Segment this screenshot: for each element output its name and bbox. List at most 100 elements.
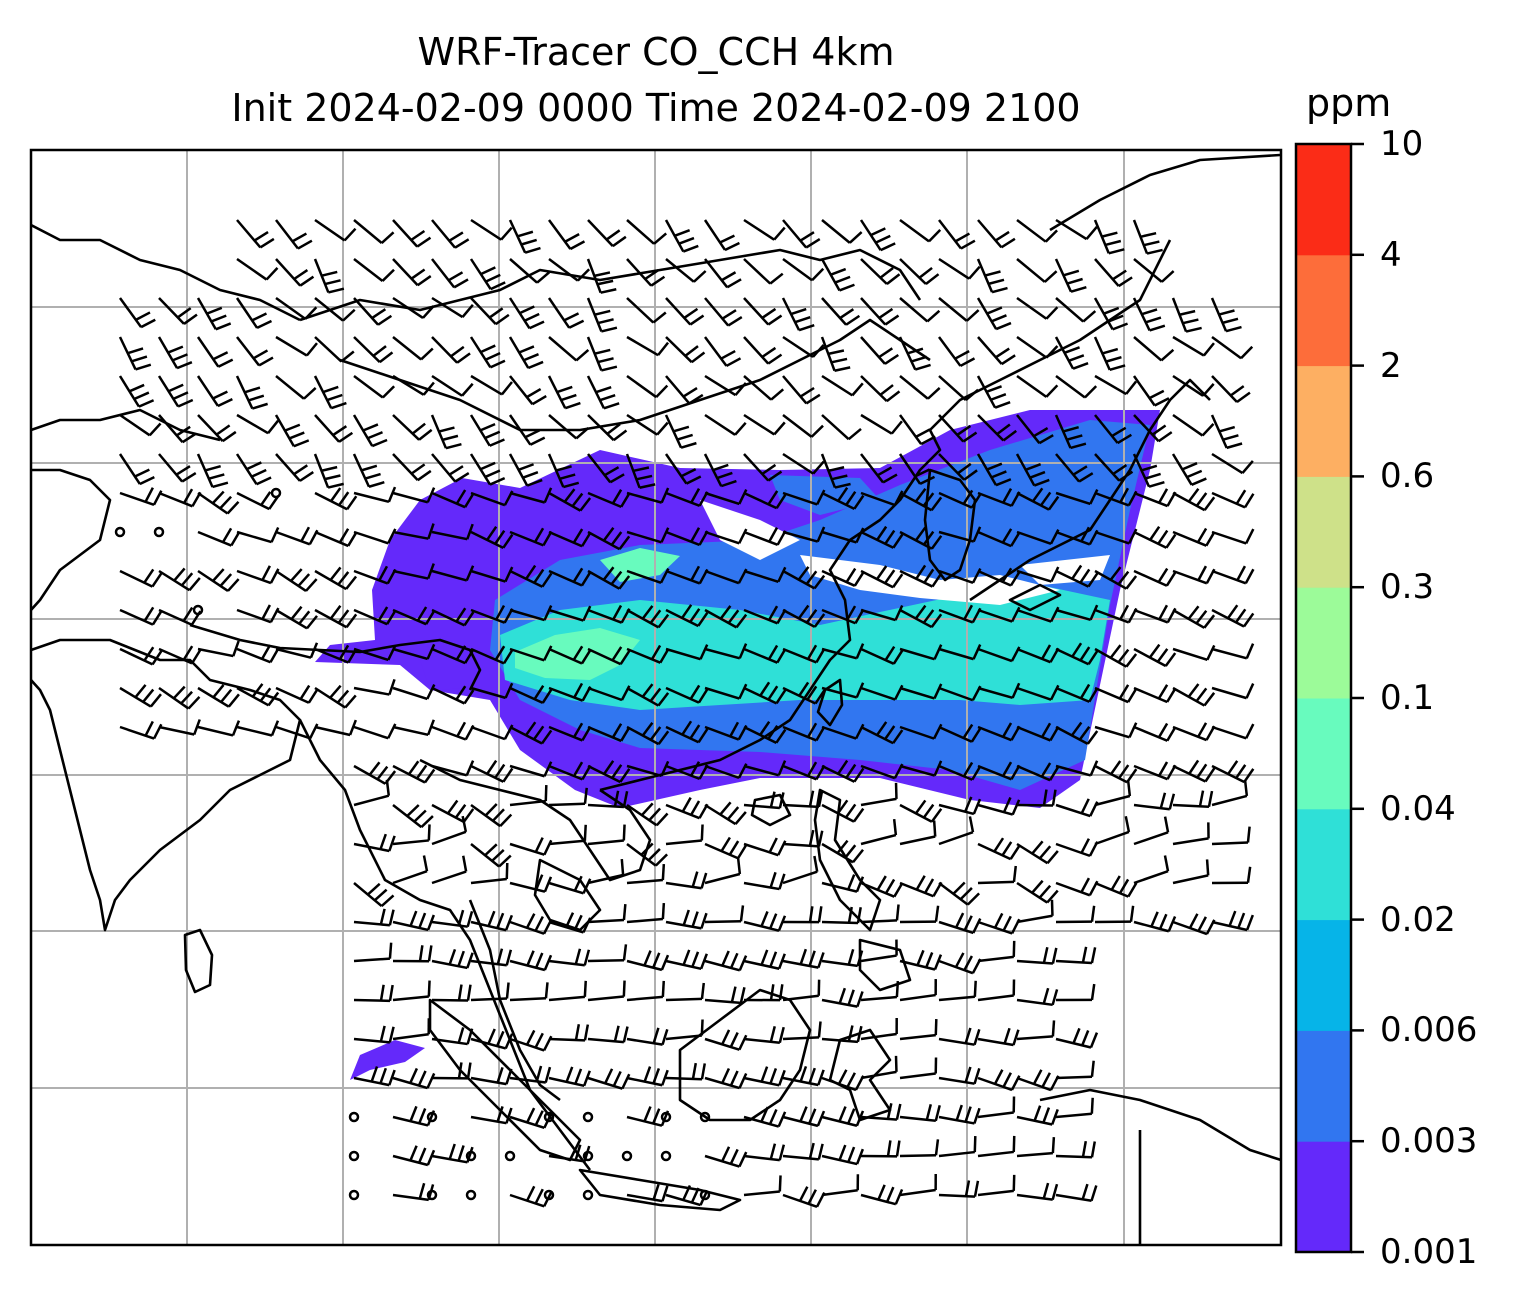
wind-barb [1016, 487, 1060, 511]
wind-barb [704, 1067, 748, 1090]
colorbar-swatch [1296, 144, 1351, 256]
wind-barb [1172, 335, 1215, 357]
wind-barb [1133, 414, 1173, 443]
wind-barb [509, 605, 553, 622]
colorbar-tick-label: 0.02 [1380, 899, 1456, 940]
wind-barb [821, 759, 865, 783]
wind-barb [586, 258, 617, 294]
wind-barb [976, 258, 1008, 294]
wind-barb [1055, 683, 1099, 703]
wind-barb [977, 1174, 1016, 1197]
wind-barb [1133, 684, 1177, 704]
wind-barb [977, 940, 1016, 963]
wind-barb [431, 685, 475, 705]
wind-barb [1055, 453, 1094, 483]
wind-barb [1016, 899, 1054, 924]
wind-barb [508, 297, 545, 330]
wind-barb [1094, 566, 1138, 590]
wind-barb [1210, 414, 1243, 450]
wind-barb [1016, 789, 1057, 807]
wind-barb [626, 721, 670, 746]
wind-barb [158, 685, 201, 710]
wind-barb [1172, 790, 1214, 809]
wind-barb [119, 684, 162, 708]
coastline [183, 928, 214, 994]
wind-barb [158, 297, 198, 325]
wind-barb [665, 375, 704, 405]
wind-barb [899, 1174, 937, 1197]
wind-barb [820, 258, 855, 292]
plume-gap [800, 555, 1060, 605]
wind-barb [626, 1183, 669, 1203]
wind-barb [976, 375, 1011, 409]
wind-barb [431, 219, 470, 249]
wind-barb [1133, 336, 1175, 362]
wind-barb [509, 874, 553, 893]
wind-barb [469, 258, 506, 291]
wind-barb [1016, 947, 1058, 965]
wind-barb [236, 257, 279, 281]
wind-barb [431, 760, 475, 777]
colorbar-tick-label: 0.6 [1380, 456, 1435, 497]
wind-barb [1054, 414, 1087, 450]
colorbar-tick-label: 0.006 [1380, 1010, 1478, 1051]
wind-barb [1094, 760, 1138, 784]
wind-barb [860, 605, 904, 622]
wind-barb [664, 414, 697, 449]
wind-barb [821, 605, 865, 625]
wind-barb [431, 1027, 474, 1046]
wind-barb [1211, 565, 1255, 585]
wind-barb [1172, 822, 1210, 846]
wind-barb [977, 865, 1018, 885]
wind-barb [197, 720, 241, 737]
wind-barb [625, 453, 656, 489]
wind-barb [977, 1096, 1016, 1119]
wind-barb [431, 258, 469, 289]
wind-barb [470, 1066, 513, 1086]
wind-barb [743, 413, 786, 436]
wind-barb [820, 453, 851, 489]
wind-barb [509, 685, 553, 705]
wind-barb [392, 1067, 436, 1090]
wind-barb [781, 297, 815, 332]
wind-barb [1055, 642, 1099, 666]
wind-barb [509, 761, 553, 778]
wind-barb [1016, 219, 1058, 243]
wind-barb [976, 297, 1012, 331]
wind-barb [782, 375, 821, 405]
coastlines [31, 153, 1281, 1245]
wind-barb [587, 980, 626, 1002]
wind-barb [938, 414, 978, 443]
colorbar-tick-label: 0.3 [1380, 567, 1435, 608]
wind-barb [977, 1135, 1016, 1158]
wind-barb [899, 1019, 938, 1041]
wind-barb [353, 1066, 396, 1087]
wind-barb [821, 799, 865, 823]
wind-barb [353, 908, 395, 927]
wind-barb [703, 219, 740, 252]
wind-barb [508, 414, 546, 446]
wind-barb [587, 1025, 629, 1044]
calm-marker [465, 1150, 477, 1162]
wind-barb [392, 980, 431, 1002]
wind-barb [665, 909, 708, 930]
wind-barb [665, 824, 704, 846]
wind-barb [899, 526, 943, 550]
wind-barb [977, 682, 1021, 700]
wind-barb [1093, 219, 1125, 255]
wind-barb [548, 1066, 591, 1088]
wind-barb [938, 980, 977, 1002]
wind-barb [665, 871, 708, 890]
wind-barb [704, 297, 743, 327]
wind-barb [860, 258, 901, 286]
wind-barb [548, 787, 588, 807]
wind-barb [743, 760, 787, 777]
wind-barb [509, 721, 553, 745]
wind-barb [1133, 525, 1177, 549]
wind-barb [431, 565, 475, 582]
wind-barb [821, 297, 861, 326]
wind-barb [1132, 219, 1163, 255]
wind-barb [626, 413, 669, 436]
wind-barb [392, 684, 436, 701]
wind-barb [274, 414, 310, 448]
